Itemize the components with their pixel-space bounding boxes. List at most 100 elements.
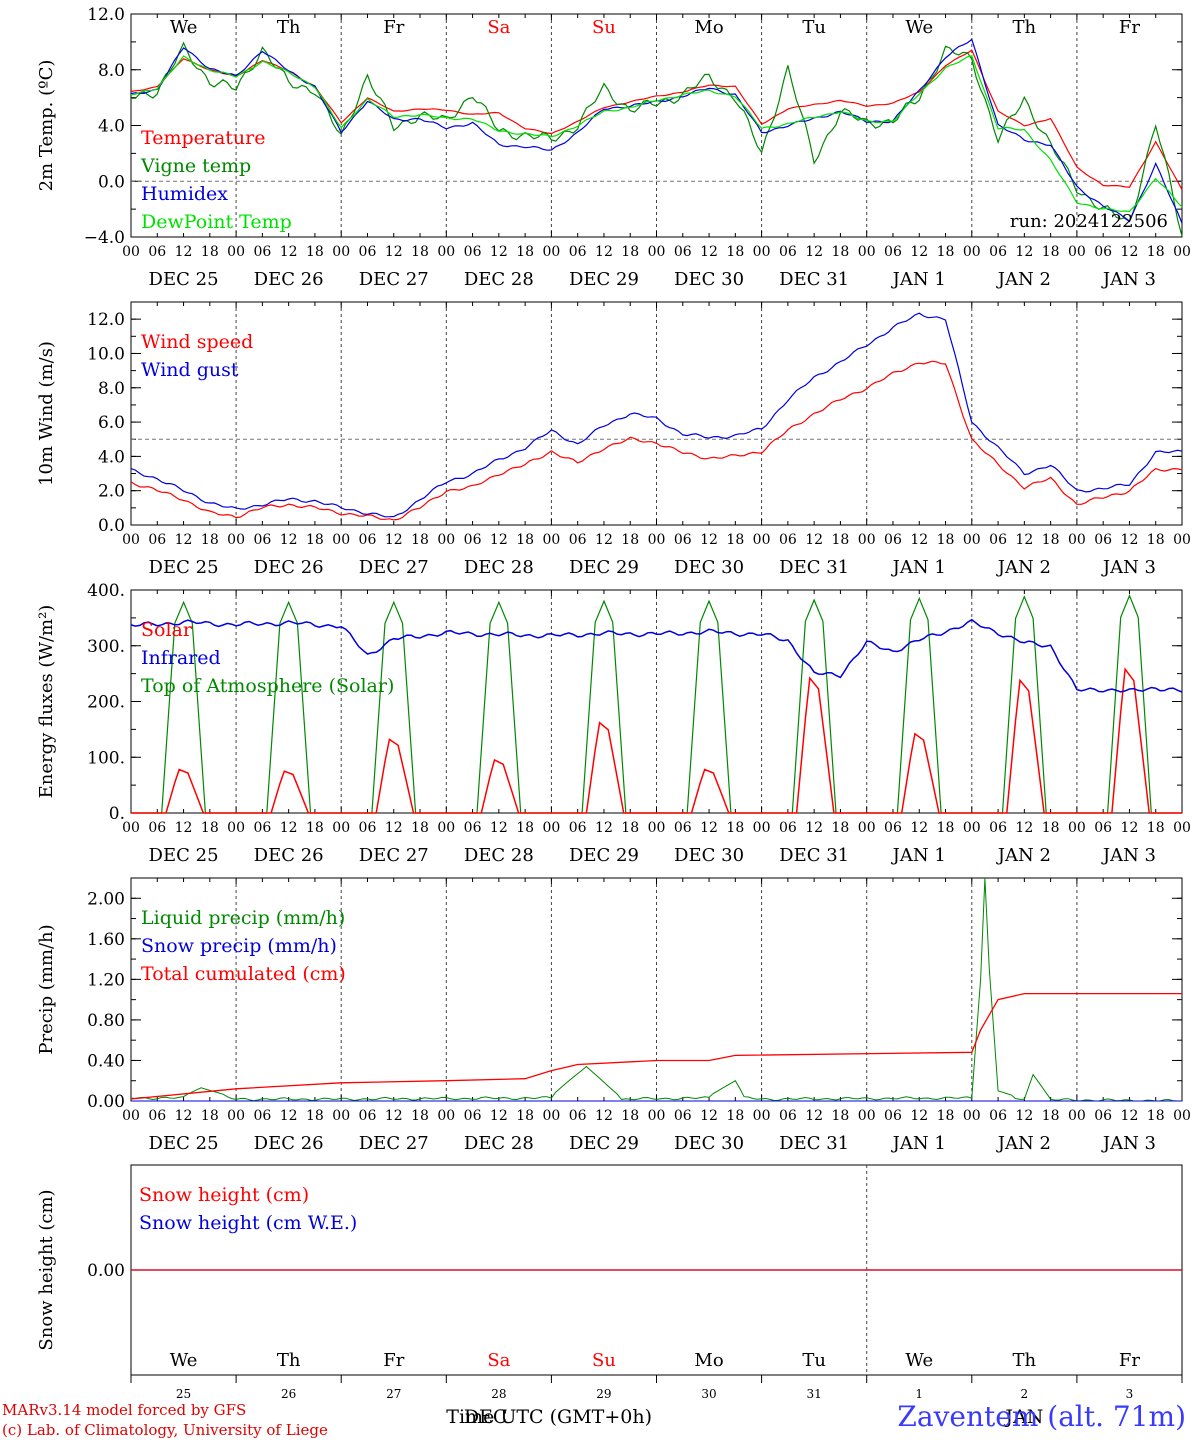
legend-entry: Snow height (cm): [139, 1184, 309, 1206]
hour-tick-label: 06: [989, 532, 1007, 548]
hour-tick-label: 06: [884, 1108, 902, 1124]
hour-tick-label: 06: [359, 244, 377, 260]
day-number-label: 1: [915, 1387, 923, 1401]
hour-tick-label: 18: [1042, 532, 1060, 548]
y-axis-label: Snow height (cm): [36, 1189, 57, 1350]
panel-2: 12.0 10.0 8.0 6.0 4.0 2.0 0.0 10m Wind (m/s) 00 0…: [36, 301, 1191, 578]
weekday-label: Sa: [487, 17, 510, 38]
hour-tick-label: 06: [148, 532, 166, 548]
hour-tick-label: 06: [148, 1108, 166, 1124]
date-label: DEC 28: [464, 1133, 534, 1154]
hour-tick-label: 12: [385, 532, 403, 548]
hour-tick-label: 18: [516, 820, 534, 836]
hour-tick-label: 18: [726, 820, 744, 836]
y-tick-label: 1.20: [87, 970, 125, 990]
hour-tick-label: 12: [490, 244, 508, 260]
hour-tick-label: 12: [910, 820, 928, 836]
hour-tick-label: 00: [542, 820, 560, 836]
hour-tick-label: 06: [1094, 1108, 1112, 1124]
weekday-label: We: [170, 17, 198, 38]
y-tick-label: 8.0: [98, 61, 125, 81]
hour-tick-label: 18: [306, 532, 324, 548]
hour-tick-label: 18: [1147, 1108, 1165, 1124]
hour-tick-label: 12: [175, 1108, 193, 1124]
day-number-label: 29: [596, 1387, 611, 1401]
hour-tick-label: 12: [175, 244, 193, 260]
y-tick-label: 12.0: [87, 310, 125, 330]
hour-tick-label: 18: [201, 244, 219, 260]
hour-tick-label: 06: [359, 820, 377, 836]
date-label: JAN 1: [891, 1133, 946, 1154]
hour-tick-label: 00: [437, 532, 455, 548]
temperature-series-line: [131, 41, 1183, 237]
legend-entry: Vigne temp: [140, 155, 251, 177]
weekday-label: Th: [277, 17, 301, 38]
hour-tick-label: 18: [201, 1108, 219, 1124]
hour-tick-label: 18: [411, 820, 429, 836]
y-tick-label: 6.0: [98, 413, 125, 433]
date-label: DEC 25: [149, 269, 219, 290]
date-label: DEC 29: [569, 845, 639, 866]
weekday-label: Fr: [1119, 1350, 1140, 1371]
y-tick-label: 0.: [109, 804, 125, 824]
hour-tick-label: 06: [779, 1108, 797, 1124]
hour-tick-label: 00: [963, 1108, 981, 1124]
wind-series-line: [130, 360, 1183, 521]
date-label: JAN 3: [1101, 845, 1156, 866]
hour-tick-label: 00: [227, 1108, 245, 1124]
weekday-label: Su: [592, 1350, 616, 1371]
hour-tick-label: 18: [1147, 532, 1165, 548]
y-axis-label: 2m Temp. (ºC): [36, 60, 57, 192]
hour-tick-label: 18: [1042, 1108, 1060, 1124]
hour-tick-label: 00: [437, 1108, 455, 1124]
hour-tick-label: 00: [858, 1108, 876, 1124]
hour-tick-label: 12: [595, 244, 613, 260]
station-label: Zaventem (alt. 71m): [897, 1400, 1186, 1433]
weekday-label: Th: [1013, 1350, 1037, 1371]
panel-frame: [130, 589, 1183, 814]
legend-entry: Humidex: [141, 183, 228, 205]
liquid-precip-line: [130, 877, 1182, 1102]
date-label: JAN 2: [996, 1133, 1051, 1154]
hour-tick-label: 12: [1121, 244, 1139, 260]
hour-tick-label: 06: [989, 820, 1007, 836]
hour-tick-label: 12: [700, 1108, 718, 1124]
date-label: DEC 26: [254, 269, 324, 290]
hour-tick-label: 00: [1068, 532, 1086, 548]
hour-tick-label: 00: [332, 244, 350, 260]
legend-entry: Liquid precip (mm/h): [141, 907, 345, 929]
date-label: DEC 28: [464, 557, 534, 578]
hour-tick-label: 00: [437, 244, 455, 260]
day-number-label: 31: [807, 1387, 822, 1401]
hour-tick-label: 18: [201, 532, 219, 548]
date-label: DEC 31: [779, 269, 849, 290]
y-tick-label: 0.00: [87, 1092, 125, 1112]
weekday-label: Tu: [802, 17, 826, 38]
y-tick-label: 100.: [87, 748, 125, 768]
hour-tick-label: 12: [595, 1108, 613, 1124]
y-tick-label: 400.: [87, 581, 125, 601]
hour-tick-label: 18: [621, 820, 639, 836]
hour-tick-label: 00: [542, 532, 560, 548]
hour-tick-label: 06: [253, 820, 271, 836]
hour-tick-label: 06: [884, 244, 902, 260]
hour-tick-label: 12: [280, 820, 298, 836]
date-label: DEC 25: [149, 845, 219, 866]
date-label: DEC 31: [779, 1133, 849, 1154]
hour-tick-label: 06: [359, 532, 377, 548]
x-axis-label: Time UTC (GMT+0h): [446, 1406, 652, 1428]
hour-tick-label: 00: [227, 820, 245, 836]
y-tick-label: 300.: [87, 637, 125, 657]
weekday-label: Fr: [1119, 17, 1140, 38]
hour-tick-label: 18: [832, 820, 850, 836]
date-label: DEC 29: [569, 1133, 639, 1154]
weekday-label: Sa: [487, 1350, 510, 1371]
hour-tick-label: 18: [306, 244, 324, 260]
hour-tick-label: 12: [805, 244, 823, 260]
hour-tick-label: 06: [884, 532, 902, 548]
date-label: JAN 2: [996, 845, 1051, 866]
hour-tick-label: 18: [1147, 820, 1165, 836]
day-number-label: 28: [491, 1387, 506, 1401]
day-number-label: 2: [1021, 1387, 1029, 1401]
hour-tick-label: 18: [306, 820, 324, 836]
